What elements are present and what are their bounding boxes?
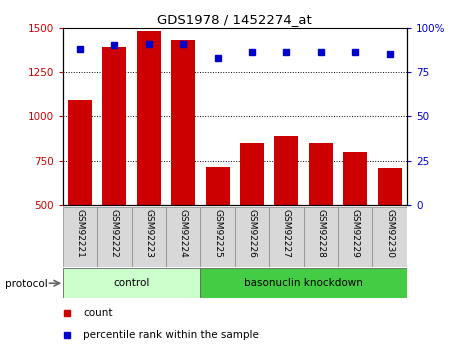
Bar — [200, 207, 235, 267]
Bar — [378, 168, 402, 205]
Text: basonuclin knockdown: basonuclin knockdown — [244, 278, 363, 288]
Text: GSM92221: GSM92221 — [75, 209, 85, 258]
Text: GSM92226: GSM92226 — [247, 209, 257, 258]
Text: control: control — [113, 278, 150, 288]
Bar — [137, 31, 161, 205]
Text: count: count — [83, 308, 113, 318]
Bar — [63, 268, 200, 298]
Bar — [200, 268, 407, 298]
Bar — [132, 207, 166, 267]
Text: GSM92230: GSM92230 — [385, 209, 394, 258]
Bar — [102, 47, 126, 205]
Bar — [171, 40, 195, 205]
Bar — [338, 207, 372, 267]
Bar — [372, 207, 407, 267]
Title: GDS1978 / 1452274_at: GDS1978 / 1452274_at — [158, 13, 312, 27]
Bar — [97, 207, 132, 267]
Text: GSM92223: GSM92223 — [144, 209, 153, 258]
Bar — [240, 143, 264, 205]
Text: GSM92228: GSM92228 — [316, 209, 326, 258]
Bar — [304, 207, 338, 267]
Bar — [166, 207, 200, 267]
Text: GSM92227: GSM92227 — [282, 209, 291, 258]
Bar — [235, 207, 269, 267]
Text: percentile rank within the sample: percentile rank within the sample — [83, 330, 259, 340]
Bar — [206, 167, 230, 205]
Text: GSM92222: GSM92222 — [110, 209, 119, 258]
Text: protocol: protocol — [5, 279, 47, 288]
Bar — [63, 207, 97, 267]
Bar — [309, 143, 333, 205]
Bar — [269, 207, 304, 267]
Text: GSM92224: GSM92224 — [179, 209, 188, 258]
Bar — [343, 152, 367, 205]
Text: GSM92225: GSM92225 — [213, 209, 222, 258]
Text: GSM92229: GSM92229 — [351, 209, 360, 258]
Bar — [274, 136, 299, 205]
Bar — [68, 100, 92, 205]
